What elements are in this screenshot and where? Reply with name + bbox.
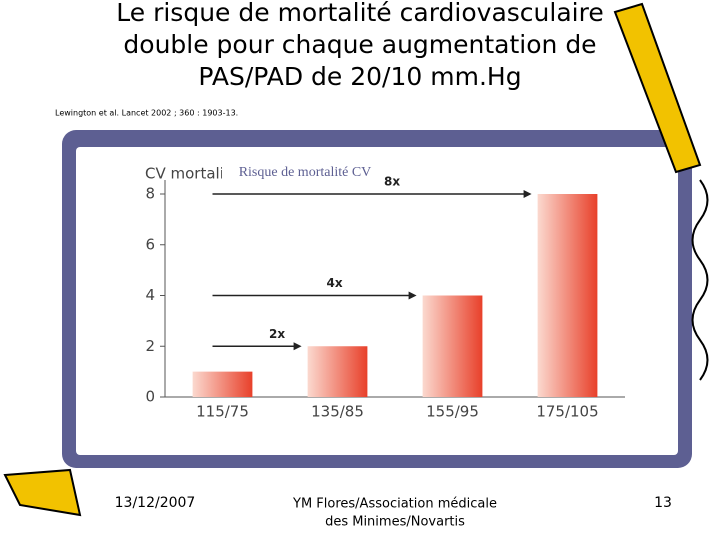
x-tick-label: 135/85 [311,403,364,421]
y-tick-label: 4 [145,286,155,304]
arrow-head [293,342,302,351]
bar [192,371,253,397]
y-label: Risque de mortalité CV [239,165,372,180]
reference: Lewington et al. Lancet 2002 ; 360 : 190… [55,109,238,118]
y-tick-label: 0 [145,388,155,406]
footer-author: des Minimes/Novartis [325,515,465,530]
title-line: Le risque de mortalité cardiovasculaire [116,0,603,27]
y-tick-label: 2 [145,337,155,355]
y-tick-label: 6 [145,235,155,253]
pencil-decoration [3,2,709,517]
bar [422,295,483,397]
title-line: PAS/PAD de 20/10 mm.Hg [198,62,521,91]
footer-date: 13/12/2007 [115,495,196,511]
annotation-label: 4x [327,276,343,290]
x-tick-label: 175/105 [536,403,598,421]
bar [537,194,598,397]
y-tick-label: 8 [145,185,155,203]
x-tick-label: 115/75 [196,403,249,421]
annotation-label: 2x [269,327,285,341]
label-cover [222,163,387,183]
arrow-head [523,190,532,198]
arrow-head [408,291,417,300]
x-label: PAS/PAD (mm.Hg) [325,430,436,445]
page-number: 13 [654,495,672,511]
footer-author: YM Flores/Association médicale [292,497,497,512]
bar [307,346,368,397]
annotation-label: 8x [384,175,400,189]
x-tick-label: 155/95 [426,403,479,421]
y-label-hidden: CV mortali [145,165,224,183]
title-line: double pour chaque augmentation de [123,30,596,59]
